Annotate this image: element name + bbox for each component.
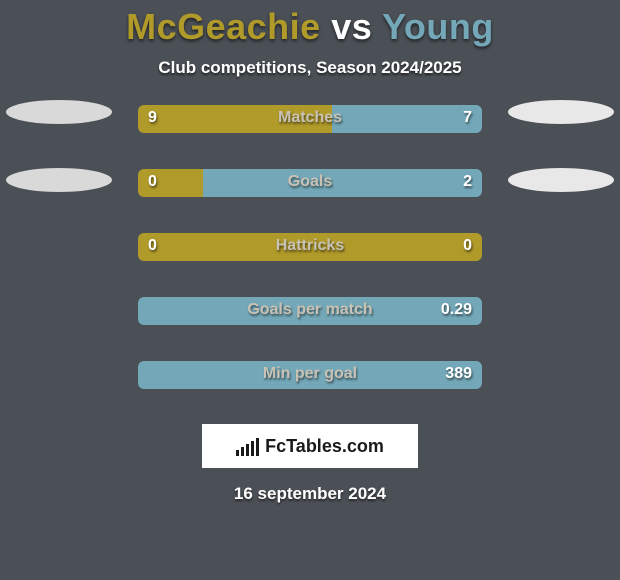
- logo-bar: [236, 450, 239, 456]
- player2-name: Young: [382, 6, 494, 47]
- subtitle: Club competitions, Season 2024/2025: [0, 58, 620, 78]
- stat-value-right: 0: [463, 237, 472, 255]
- stat-row: Goals per match0.29: [0, 288, 620, 334]
- vs-text: vs: [321, 6, 382, 47]
- logo-bar: [256, 438, 259, 456]
- date-text: 16 september 2024: [0, 484, 620, 504]
- stat-row: Min per goal389: [0, 352, 620, 398]
- stat-value-left: 0: [148, 237, 157, 255]
- stat-label: Goals per match: [0, 301, 620, 319]
- stat-label: Hattricks: [0, 237, 620, 255]
- stat-value-right: 2: [463, 173, 472, 191]
- stat-label: Goals: [0, 173, 620, 191]
- stat-label: Matches: [0, 109, 620, 127]
- stat-value-left: 0: [148, 173, 157, 191]
- stat-rows: Matches97Goals02Hattricks00Goals per mat…: [0, 96, 620, 398]
- logo-bar: [251, 441, 254, 456]
- logo-text: FcTables.com: [265, 436, 384, 457]
- stat-value-right: 389: [445, 365, 472, 383]
- stat-row: Matches9 7: [0, 96, 620, 142]
- stat-value-left: 9: [148, 109, 157, 127]
- logo-bars-icon: [236, 436, 259, 456]
- logo-bar: [246, 444, 249, 456]
- comparison-title: McGeachie vs Young: [0, 6, 620, 48]
- stat-row: Hattricks0 0: [0, 224, 620, 270]
- stat-value-right: 7: [463, 109, 472, 127]
- stat-value-right: 0.29: [441, 301, 472, 319]
- stat-row: Goals0 2: [0, 160, 620, 206]
- stat-label: Min per goal: [0, 365, 620, 383]
- infographic-container: McGeachie vs Young Club competitions, Se…: [0, 0, 620, 504]
- fctables-logo: FcTables.com: [202, 424, 418, 468]
- logo-bar: [241, 447, 244, 456]
- player1-name: McGeachie: [126, 6, 321, 47]
